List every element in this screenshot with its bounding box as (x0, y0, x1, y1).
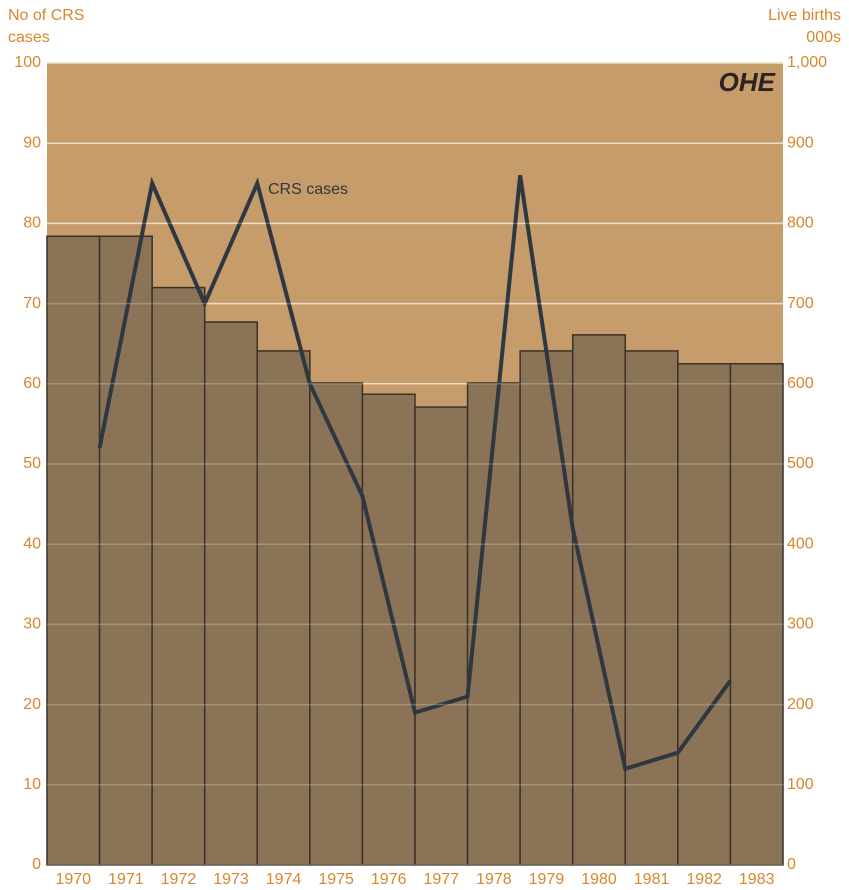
bar (729, 363, 784, 866)
bar (98, 235, 153, 866)
y-tick-label: 80 (23, 215, 41, 232)
x-tick-label: 1982 (686, 871, 722, 888)
y-tick-label: 0 (32, 856, 41, 873)
y2-tick-label: 500 (787, 455, 814, 472)
y-tick-label: 20 (23, 696, 41, 713)
y-tick-label: 40 (23, 535, 41, 552)
bar (46, 235, 101, 866)
y2-axis-title: 000s (806, 29, 841, 46)
x-tick-label: 1979 (529, 871, 565, 888)
x-tick-label: 1978 (476, 871, 512, 888)
y2-tick-label: 800 (787, 215, 814, 232)
bar (309, 382, 364, 866)
y-axis-title: No of CRS (8, 7, 84, 24)
y2-tick-label: 1,000 (787, 54, 827, 71)
x-tick-label: 1971 (108, 871, 144, 888)
y-tick-label: 60 (23, 375, 41, 392)
bar (414, 406, 469, 866)
x-tick-label: 1980 (581, 871, 617, 888)
y2-tick-label: 300 (787, 616, 814, 633)
x-tick-label: 1970 (55, 871, 91, 888)
y2-tick-label: 600 (787, 375, 814, 392)
x-tick-label: 1981 (634, 871, 670, 888)
y-tick-label: 90 (23, 134, 41, 151)
x-tick-label: 1974 (266, 871, 302, 888)
y-tick-label: 10 (23, 776, 41, 793)
bar (624, 350, 679, 866)
y-tick-label: 50 (23, 455, 41, 472)
y2-axis-title: Live births (768, 7, 841, 24)
y-tick-label: 100 (14, 54, 41, 71)
bar (361, 393, 416, 866)
x-tick-label: 1977 (423, 871, 459, 888)
bar (571, 334, 627, 866)
x-tick-label: 1972 (161, 871, 197, 888)
y2-tick-label: 900 (787, 134, 814, 151)
y2-tick-label: 100 (787, 776, 814, 793)
bar (677, 363, 732, 866)
y2-tick-label: 0 (787, 856, 796, 873)
y-tick-label: 70 (23, 295, 41, 312)
x-tick-label: 1975 (318, 871, 354, 888)
y-axis-title: cases (8, 29, 50, 46)
x-tick-label: 1973 (213, 871, 249, 888)
logo: OHE (719, 67, 776, 97)
x-tick-label: 1983 (739, 871, 775, 888)
y2-tick-label: 700 (787, 295, 814, 312)
y2-tick-label: 200 (787, 696, 814, 713)
bar (203, 321, 259, 866)
bar (256, 350, 311, 866)
line (97, 174, 733, 772)
bar (151, 286, 206, 866)
bar (519, 350, 574, 866)
y2-tick-label: 400 (787, 535, 814, 552)
y-tick-label: 30 (23, 616, 41, 633)
x-tick-label: 1976 (371, 871, 407, 888)
annotation: CRS cases (268, 181, 348, 198)
